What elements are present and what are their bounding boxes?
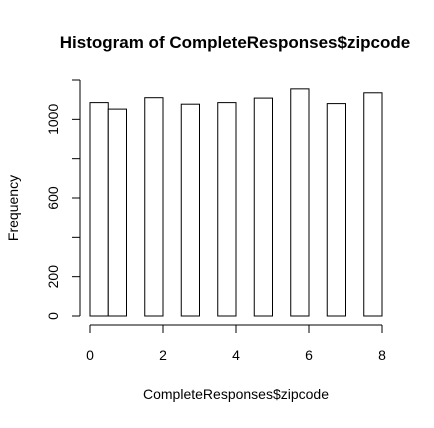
x-axis-title: CompleteResponses$zipcode bbox=[143, 386, 329, 402]
x-tick-label-1: 2 bbox=[159, 347, 167, 363]
histogram-bar-1 bbox=[107, 108, 127, 317]
bars-layer bbox=[89, 88, 383, 317]
histogram-bar-13 bbox=[326, 103, 346, 317]
x-tick-label-2: 4 bbox=[232, 347, 240, 363]
y-axis: 0 200 600 1000 bbox=[45, 79, 81, 320]
y-tick-label-3: 600 bbox=[45, 186, 61, 210]
histogram-bar-0 bbox=[89, 102, 109, 317]
y-tick-label-1: 200 bbox=[45, 265, 61, 289]
y-tick-label-5: 1000 bbox=[45, 104, 61, 135]
histogram-bar-15 bbox=[363, 92, 383, 317]
x-tick-label-4: 8 bbox=[378, 347, 386, 363]
y-tick-label-0: 0 bbox=[45, 312, 61, 320]
x-tick-label-3: 6 bbox=[305, 347, 313, 363]
histogram-bar-11 bbox=[290, 88, 310, 317]
x-axis: 0 2 4 6 8 bbox=[86, 324, 386, 363]
x-tick-label-0: 0 bbox=[86, 347, 94, 363]
histogram-bar-7 bbox=[217, 102, 237, 317]
histogram-bar-9 bbox=[253, 97, 273, 317]
histogram-bar-3 bbox=[144, 97, 164, 317]
histogram-bar-5 bbox=[180, 103, 200, 317]
chart-title: Histogram of CompleteResponses$zipcode bbox=[60, 33, 410, 52]
y-axis-title: Frequency bbox=[5, 175, 21, 241]
